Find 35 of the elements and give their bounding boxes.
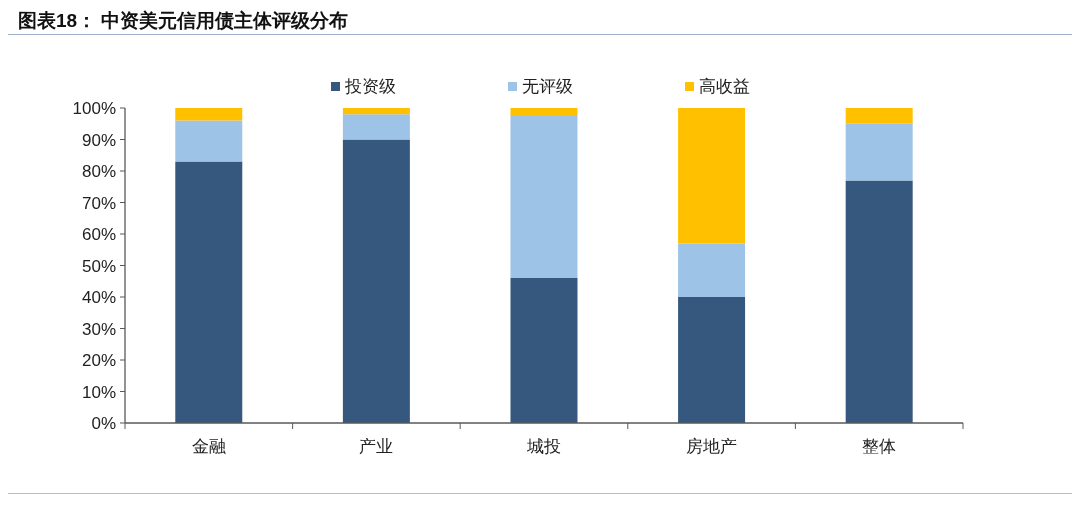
bar bbox=[845, 180, 913, 423]
bar bbox=[845, 123, 913, 181]
x-tick-label: 整体 bbox=[862, 437, 897, 456]
bar bbox=[175, 108, 243, 121]
bar bbox=[342, 139, 410, 423]
bar bbox=[678, 243, 746, 297]
x-tick-label: 产业 bbox=[359, 437, 394, 456]
bar bbox=[678, 108, 746, 244]
bar bbox=[175, 120, 243, 162]
bar bbox=[510, 115, 578, 279]
y-tick-label: 10% bbox=[81, 382, 116, 402]
legend-label: 高收益 bbox=[698, 75, 750, 98]
y-tick-label: 30% bbox=[81, 319, 116, 339]
chart-title: 图表18： 中资美元信用债主体评级分布 bbox=[8, 8, 1072, 35]
bar bbox=[175, 161, 243, 423]
bar bbox=[845, 108, 913, 124]
y-tick-label: 70% bbox=[81, 193, 116, 213]
y-tick-label: 20% bbox=[81, 351, 116, 371]
bar bbox=[510, 278, 578, 423]
bar bbox=[678, 297, 746, 423]
y-tick-label: 80% bbox=[81, 162, 116, 182]
bar bbox=[342, 108, 410, 115]
y-tick-label: 50% bbox=[81, 256, 116, 276]
bar bbox=[510, 108, 578, 116]
legend-label: 无评级 bbox=[521, 75, 573, 98]
y-tick-label: 60% bbox=[81, 225, 116, 245]
bar bbox=[342, 114, 410, 140]
x-tick-label: 金融 bbox=[191, 437, 226, 456]
y-tick-label: 40% bbox=[81, 288, 116, 308]
y-tick-label: 100% bbox=[72, 99, 116, 119]
x-tick-label: 城投 bbox=[526, 437, 561, 456]
legend-label: 投资级 bbox=[344, 75, 396, 98]
y-tick-label: 0% bbox=[91, 414, 116, 434]
y-tick-label: 90% bbox=[81, 130, 116, 150]
x-tick-label: 房地产 bbox=[686, 437, 738, 456]
